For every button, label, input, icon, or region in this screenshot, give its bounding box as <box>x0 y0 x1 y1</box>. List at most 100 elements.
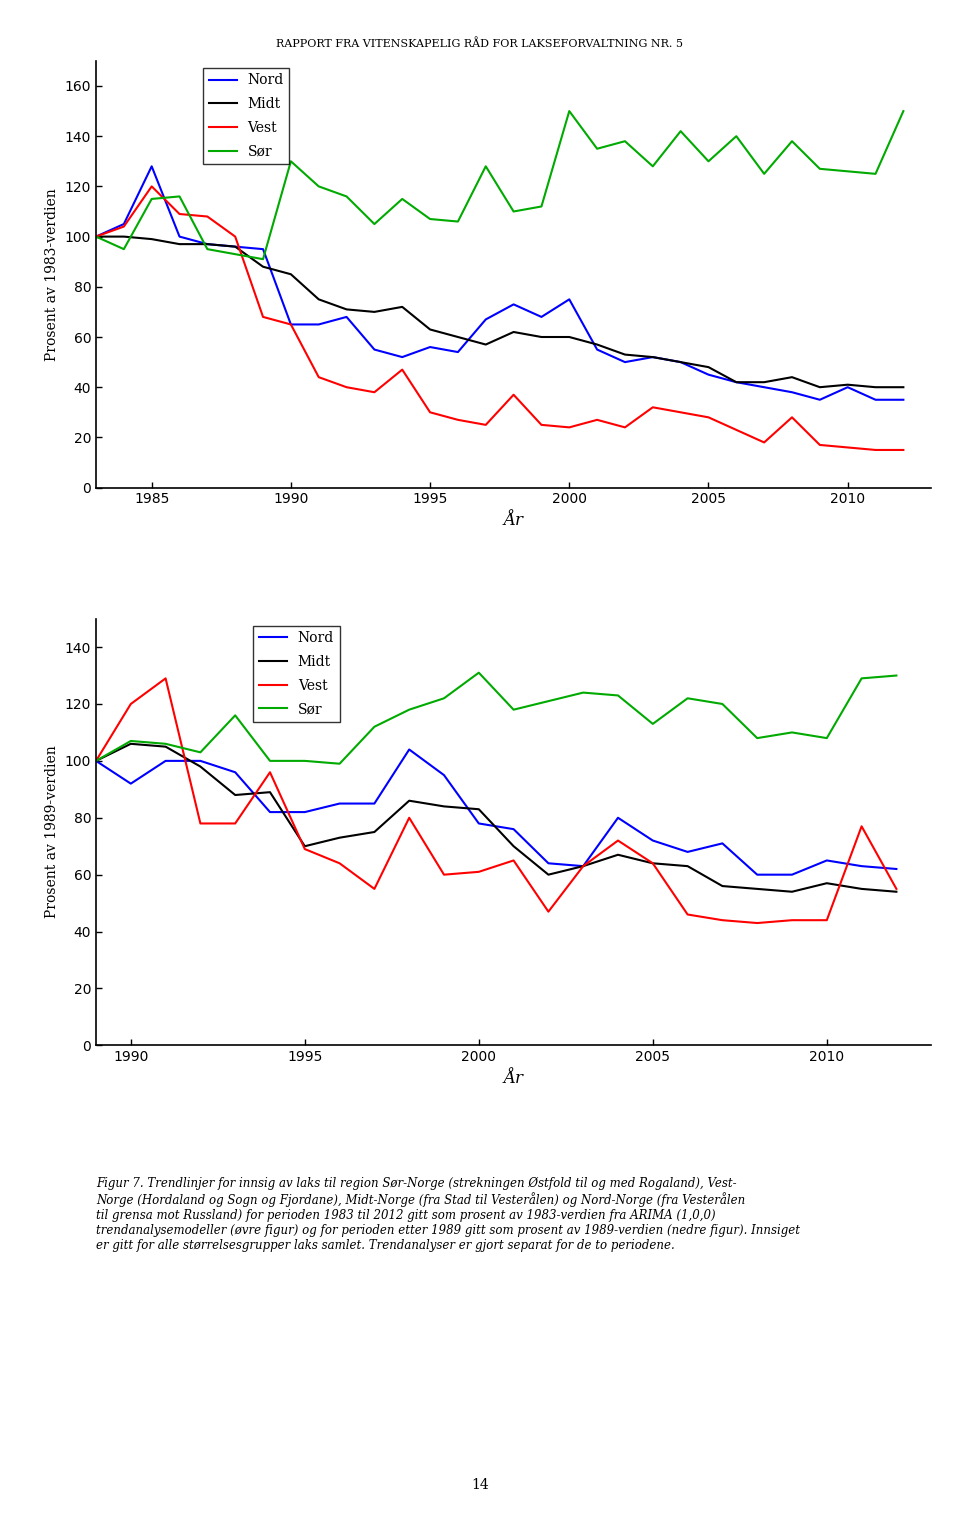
Nord <box>891 860 902 878</box>
Sør <box>891 667 902 685</box>
Nord <box>821 851 832 869</box>
Nord <box>285 315 297 333</box>
Sør <box>438 689 449 708</box>
Midt <box>647 854 659 872</box>
Midt <box>257 257 269 275</box>
Midt <box>870 377 881 396</box>
Vest <box>891 880 902 898</box>
Sør <box>369 717 380 735</box>
Nord <box>564 291 575 309</box>
Midt <box>508 837 519 855</box>
Vest <box>898 441 909 460</box>
Sør <box>341 187 352 205</box>
Midt <box>508 323 519 341</box>
Sør <box>752 729 763 747</box>
Nord <box>313 315 324 333</box>
Sør <box>508 202 519 221</box>
Sør <box>195 743 206 761</box>
Nord <box>146 157 157 175</box>
Midt <box>159 738 171 756</box>
Vest <box>174 205 185 224</box>
Vest <box>90 227 102 245</box>
Vest <box>257 307 269 326</box>
Legend: Nord, Midt, Vest, Sør: Nord, Midt, Vest, Sør <box>204 68 289 164</box>
Nord <box>675 353 686 371</box>
Legend: Nord, Midt, Vest, Sør: Nord, Midt, Vest, Sør <box>253 626 340 721</box>
Vest <box>508 851 519 869</box>
Vest <box>647 399 659 417</box>
Sør <box>480 157 492 175</box>
Midt <box>716 877 728 895</box>
Nord <box>300 804 311 822</box>
Nord <box>619 353 631 371</box>
Vest <box>125 696 136 714</box>
Vest <box>814 435 826 454</box>
Nord <box>195 752 206 770</box>
Sør <box>202 240 213 259</box>
Midt <box>174 234 185 253</box>
Text: RAPPORT FRA VITENSKAPELIG RÅD FOR LAKSEFORVALTNING NR. 5: RAPPORT FRA VITENSKAPELIG RÅD FOR LAKSEF… <box>276 38 684 49</box>
Midt <box>577 857 588 875</box>
Sør <box>619 132 631 151</box>
Sør <box>842 163 853 181</box>
Nord <box>508 820 519 839</box>
Midt <box>480 335 492 353</box>
Vest <box>731 420 742 438</box>
Nord <box>758 377 770 396</box>
Midt <box>891 883 902 901</box>
Midt <box>264 782 276 801</box>
Vest <box>313 368 324 387</box>
Nord <box>118 215 130 233</box>
Midt <box>369 823 380 842</box>
Sør <box>647 157 659 175</box>
Nord <box>786 384 798 402</box>
Sør <box>264 752 276 770</box>
Vest <box>473 863 485 881</box>
Sør <box>285 152 297 170</box>
Sør <box>229 706 241 724</box>
Sør <box>898 102 909 120</box>
Vest <box>542 903 554 921</box>
Nord <box>703 365 714 384</box>
Y-axis label: Prosent av 1983-verdien: Prosent av 1983-verdien <box>45 187 60 361</box>
Midt <box>195 758 206 776</box>
Vest <box>118 218 130 236</box>
Vest <box>821 912 832 930</box>
Line: Nord: Nord <box>96 749 897 875</box>
Text: Figur 7. Trendlinjer for innsig av laks til region Sør-Norge (strekningen Østfol: Figur 7. Trendlinjer for innsig av laks … <box>96 1177 800 1251</box>
Sør <box>542 693 554 711</box>
Sør <box>647 715 659 734</box>
Nord <box>396 349 408 367</box>
Vest <box>619 419 631 437</box>
Nord <box>369 341 380 359</box>
Midt <box>675 353 686 371</box>
Midt <box>855 880 867 898</box>
Midt <box>438 798 449 816</box>
Midt <box>682 857 693 875</box>
Sør <box>814 160 826 178</box>
Sør <box>786 132 798 151</box>
Nord <box>125 775 136 793</box>
Sør <box>591 140 603 158</box>
Vest <box>647 854 659 872</box>
Vest <box>786 912 798 930</box>
Sør <box>473 664 485 682</box>
X-axis label: År: År <box>504 1070 523 1087</box>
Nord <box>842 377 853 396</box>
Midt <box>396 298 408 317</box>
Line: Midt: Midt <box>96 744 897 892</box>
Vest <box>229 227 241 245</box>
Vest <box>855 817 867 836</box>
Vest <box>403 808 415 826</box>
Midt <box>229 785 241 804</box>
Sør <box>403 700 415 718</box>
Nord <box>341 307 352 326</box>
Midt <box>285 265 297 283</box>
Vest <box>591 411 603 429</box>
Sør <box>731 126 742 145</box>
Vest <box>564 419 575 437</box>
Midt <box>536 327 547 345</box>
Vest <box>438 866 449 884</box>
Sør <box>758 164 770 183</box>
Nord <box>174 227 185 245</box>
